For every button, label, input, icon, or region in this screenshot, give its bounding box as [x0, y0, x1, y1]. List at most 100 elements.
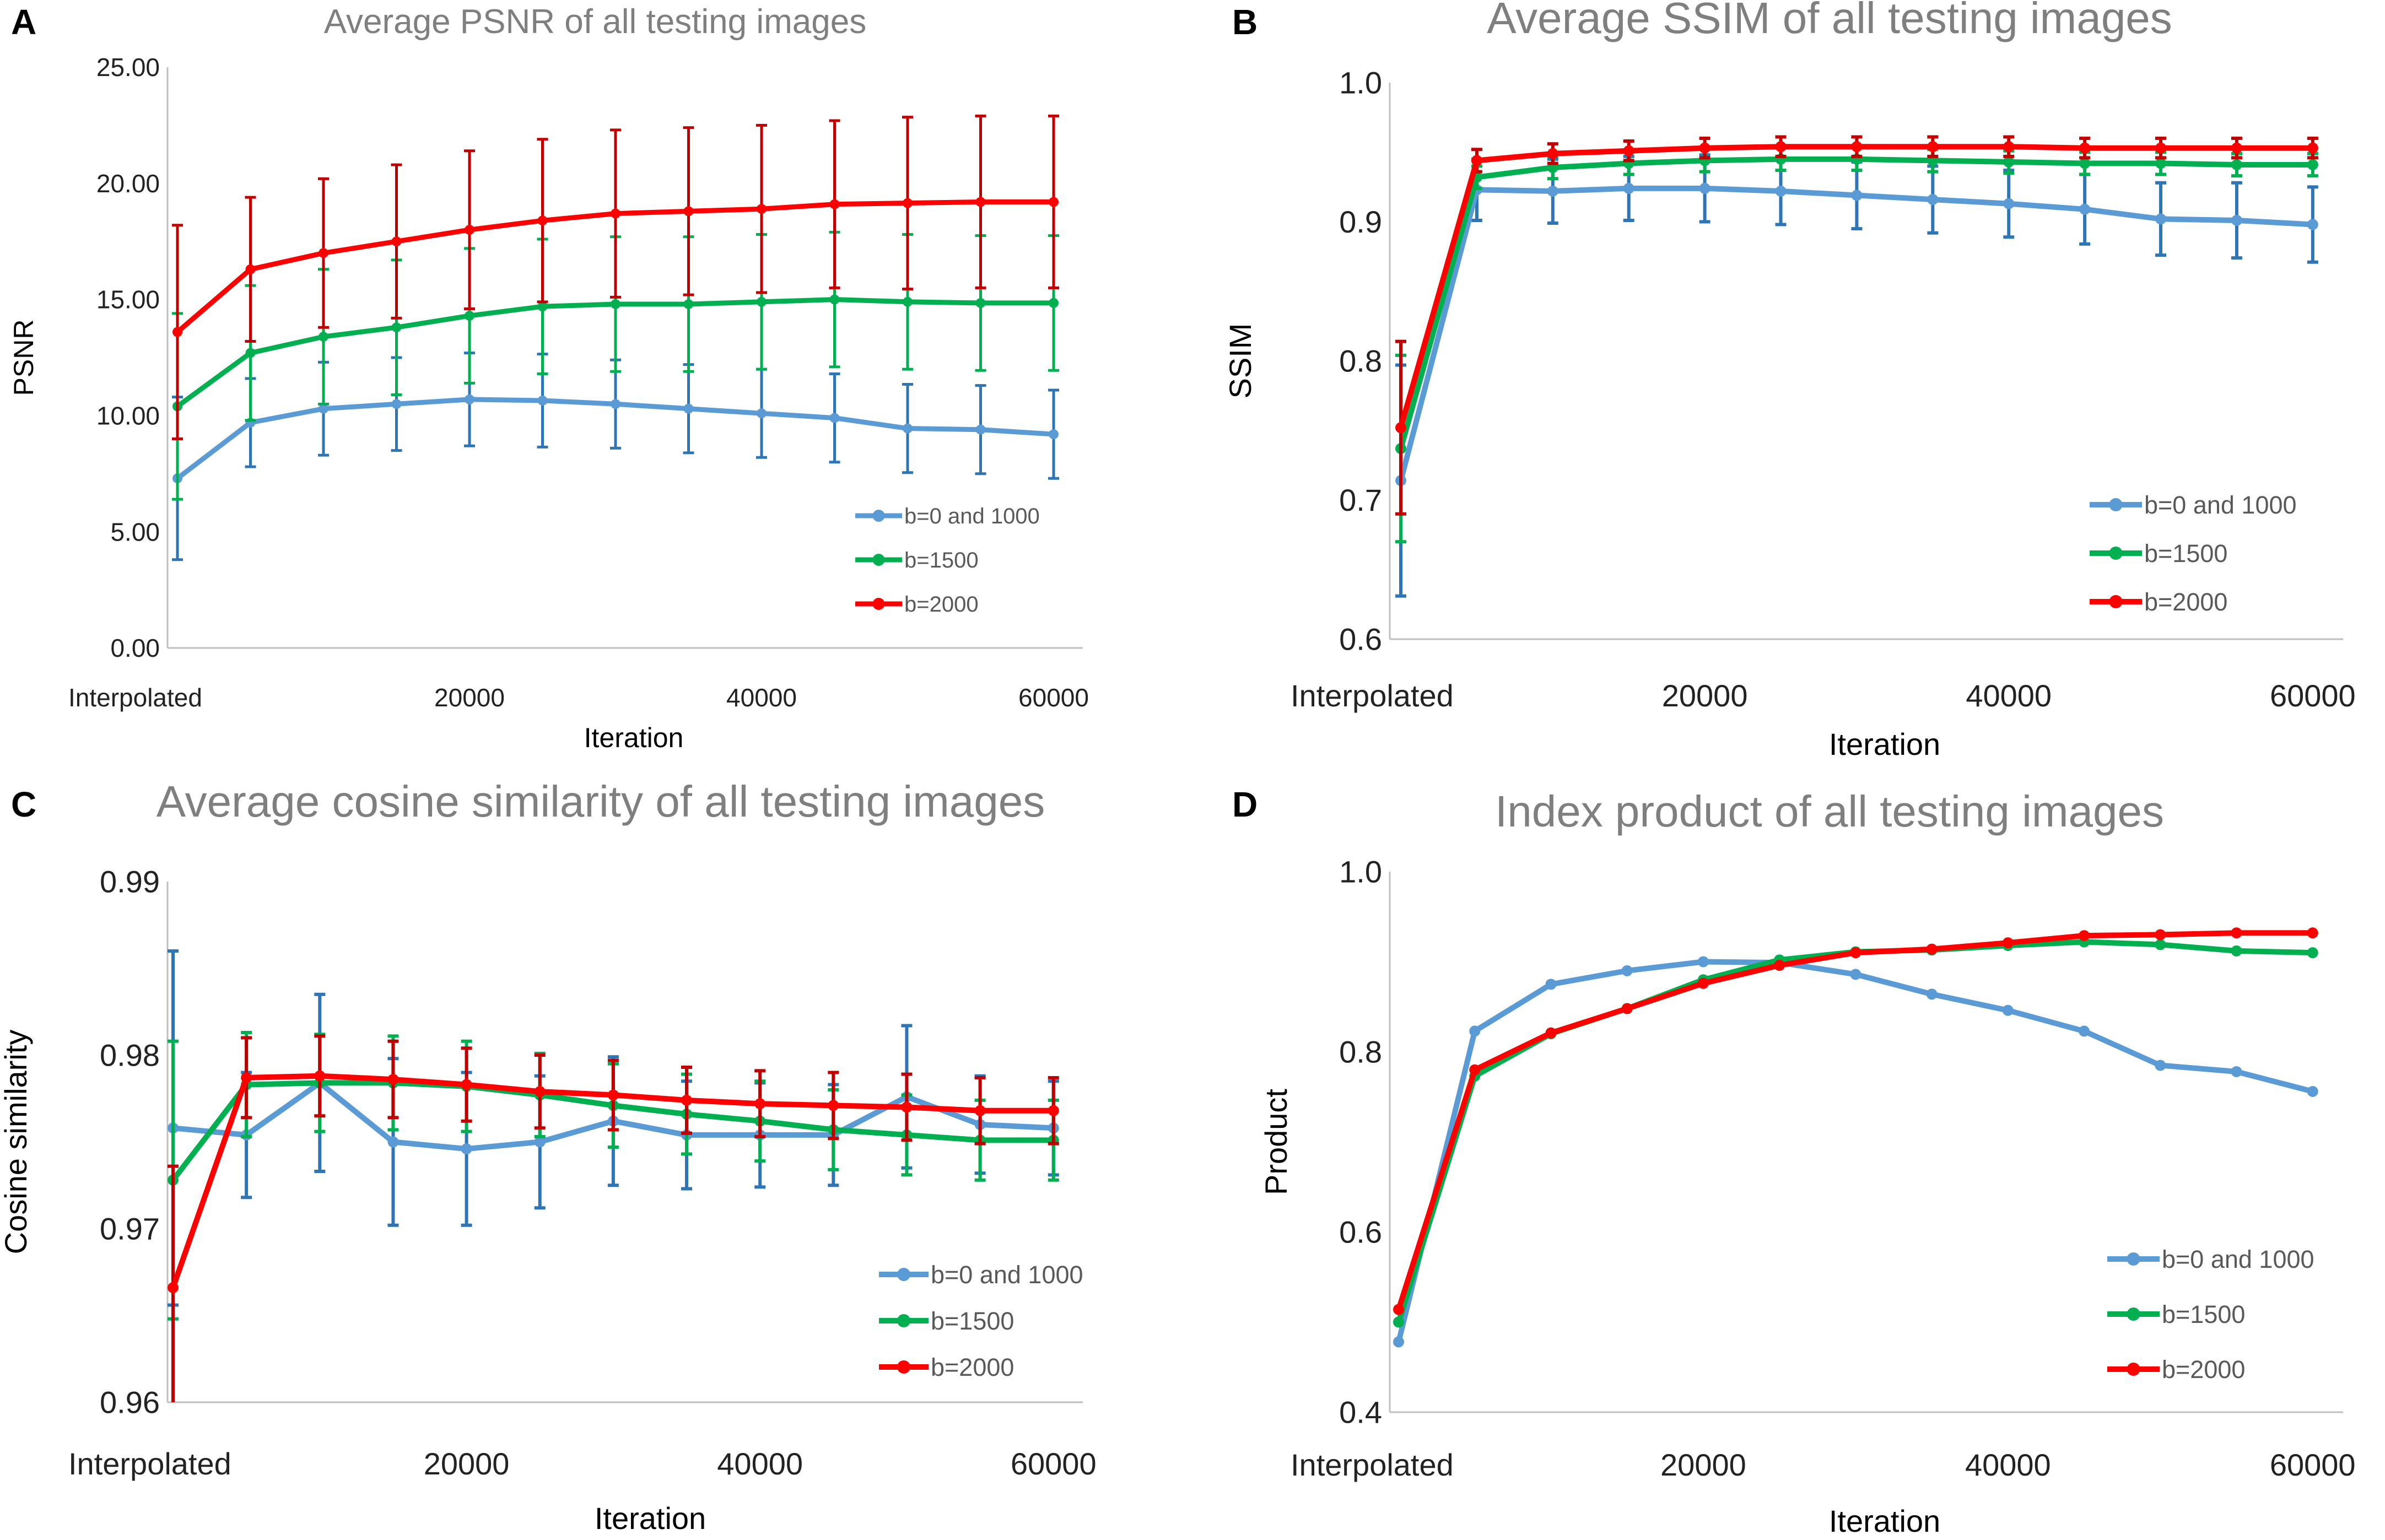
x-tick-label: 20000 — [1660, 1447, 1746, 1482]
x-axis-label: Iteration — [1829, 1504, 1940, 1538]
data-point — [2155, 939, 2166, 950]
panel-c: C Average cosine similarity of all testin… — [0, 777, 1097, 1536]
data-point — [2003, 198, 2015, 209]
data-point — [319, 403, 328, 414]
data-point — [1547, 148, 1558, 159]
series-b-2000 — [172, 115, 1059, 441]
data-point — [1545, 1027, 1557, 1039]
data-point — [2307, 142, 2318, 154]
legend-label: b=1500 — [2162, 1300, 2245, 1328]
data-point — [1469, 1064, 1481, 1076]
legend: b=0 and 1000 b=1500 b=2000 — [2090, 491, 2297, 616]
x-axis-label: Iteration — [595, 1501, 706, 1536]
data-point — [611, 399, 620, 409]
data-point — [683, 299, 694, 310]
data-point — [1393, 1304, 1404, 1315]
x-tick-label: Interpolated — [1291, 678, 1454, 713]
data-point — [2155, 929, 2166, 941]
data-point — [168, 1282, 179, 1294]
data-point — [1623, 182, 1634, 194]
data-point — [1395, 422, 1406, 434]
y-tick-label: 15.00 — [96, 285, 160, 314]
data-point — [2003, 141, 2015, 153]
y-axis-label: SSIM — [1223, 323, 1258, 399]
data-point — [975, 424, 986, 435]
x-tick-label: 60000 — [2270, 678, 2356, 713]
data-point — [1048, 1105, 1059, 1116]
data-point — [1469, 1025, 1481, 1037]
data-point — [607, 1089, 619, 1101]
data-point — [1699, 142, 1710, 154]
legend-label: b=0 and 1000 — [2144, 491, 2297, 519]
data-point — [1850, 969, 1861, 980]
y-tick-label: 0.8 — [1339, 344, 1382, 379]
legend-label: b=1500 — [2144, 539, 2227, 568]
data-point — [828, 1100, 839, 1111]
y-tick-label: 0.97 — [100, 1212, 160, 1246]
chart-title: Average PSNR of all testing images — [324, 3, 866, 41]
x-tick-label: 40000 — [1966, 678, 2052, 713]
data-point — [2307, 927, 2318, 939]
data-point — [975, 298, 986, 308]
data-point — [1851, 190, 1863, 201]
y-tick-label: 0.96 — [100, 1385, 160, 1420]
data-point — [1926, 988, 1938, 1000]
x-axis-label: Iteration — [1829, 727, 1940, 761]
y-tick-label: 0.6 — [1339, 622, 1382, 657]
legend-swatch-marker — [872, 510, 885, 522]
legend-swatch-marker — [2109, 595, 2123, 608]
data-point — [1775, 141, 1787, 153]
y-tick-label: 0.98 — [100, 1038, 160, 1073]
panel-letter: A — [11, 2, 36, 42]
data-point — [534, 1086, 546, 1098]
data-point — [2002, 1004, 2014, 1016]
x-tick-label: 40000 — [726, 683, 797, 712]
x-tick-label: 60000 — [2270, 1447, 2356, 1482]
legend-swatch-marker — [2127, 1363, 2140, 1376]
data-point — [2155, 213, 2167, 225]
data-point — [2307, 159, 2318, 170]
data-point — [2231, 214, 2242, 226]
data-point — [1547, 185, 1558, 197]
data-point — [172, 327, 182, 337]
legend-swatch-marker — [872, 554, 885, 566]
data-point — [537, 301, 548, 312]
data-point — [387, 1074, 399, 1085]
data-point — [754, 1098, 766, 1110]
y-axis-label: Cosine similarity — [0, 1030, 33, 1255]
legend: b=0 and 1000 b=1500 b=2000 — [2107, 1245, 2314, 1384]
data-point — [1927, 194, 1939, 206]
data-point — [465, 311, 474, 321]
x-axis-label: Iteration — [584, 722, 684, 753]
data-point — [1049, 197, 1059, 207]
data-point — [537, 215, 548, 226]
data-point — [1049, 298, 1059, 308]
legend: b=0 and 1000 b=1500 b=2000 — [855, 504, 1040, 617]
data-point — [829, 413, 840, 423]
panel-letter: D — [1232, 785, 1258, 824]
data-point — [465, 225, 474, 235]
data-point — [829, 294, 840, 305]
y-axis-label: PSNR — [8, 320, 39, 396]
y-axis-label: Product — [1259, 1089, 1293, 1195]
data-point — [1471, 155, 1482, 166]
data-point — [461, 1079, 472, 1090]
data-point — [1850, 947, 1861, 959]
legend-label: b=2000 — [2162, 1355, 2245, 1384]
data-point — [2307, 947, 2318, 959]
data-point — [1697, 956, 1709, 968]
data-point — [757, 296, 767, 307]
data-point — [2079, 203, 2091, 215]
data-point — [2307, 219, 2318, 230]
legend-label: b=1500 — [904, 548, 979, 572]
y-tick-label: 5.00 — [110, 517, 160, 546]
series-line — [1396, 959, 2316, 1345]
data-point — [1851, 141, 1863, 153]
y-tick-label: 0.00 — [110, 634, 160, 662]
data-point — [829, 199, 840, 209]
chart-title: Average cosine similarity of all testing… — [157, 777, 1045, 826]
data-point — [1697, 977, 1709, 989]
data-point — [537, 395, 548, 406]
data-point — [903, 296, 913, 307]
